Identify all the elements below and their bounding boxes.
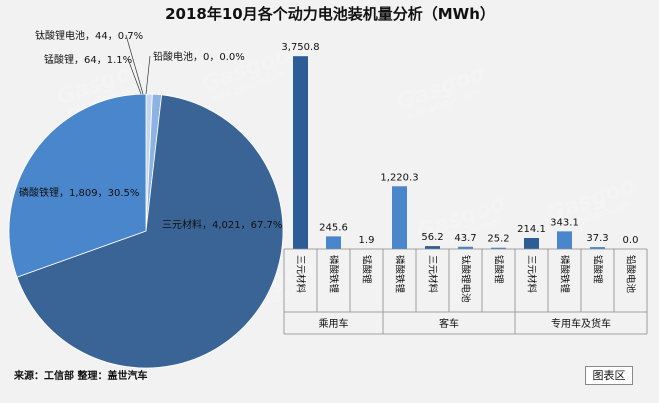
bar-value-label: 214.1: [517, 224, 546, 235]
bar-category-label: 铅酸电池: [625, 255, 637, 294]
bar-category-label: 锰酸锂: [493, 255, 505, 284]
bar-value-label: 37.3: [586, 233, 608, 244]
bar-category-label: 锰酸锂: [592, 255, 604, 284]
bar-value-label: 245.6: [319, 222, 348, 233]
bar-value-label: 43.7: [454, 233, 476, 244]
bar-value-label: 3,750.8: [281, 42, 319, 53]
bar-category-label: 磷酸铁锂: [394, 255, 406, 294]
pie-slice-label: 铅酸电池，0，0.0%: [153, 50, 245, 63]
pie-slice-label: 磷酸铁锂，1,809，30.5%: [19, 186, 139, 199]
bar-value-label: 1,220.3: [380, 172, 418, 183]
bar-category-label: 锰酸锂: [361, 255, 373, 284]
bar: [425, 246, 440, 249]
bar-category-label: 磷酸铁锂: [559, 255, 571, 294]
pie-leader-line: [127, 58, 142, 95]
bar-group-label: 客车: [439, 317, 459, 330]
chart-area-button[interactable]: 图表区: [585, 366, 633, 385]
bar-category-label: 钛酸锂电池: [460, 255, 472, 303]
bar-value-label: 1.9: [359, 235, 375, 246]
bar: [524, 237, 539, 249]
bar: [326, 236, 341, 249]
bar: [590, 247, 605, 249]
bar-category-label: 三元材料: [295, 255, 307, 294]
bar-value-label: 343.1: [550, 217, 579, 228]
bar-value-label: 56.2: [421, 232, 443, 243]
pie-leader-line: [145, 55, 151, 95]
pie-slice: [16, 94, 284, 369]
bar: [458, 246, 473, 249]
pie-leader-line: [125, 34, 144, 95]
bar-value-label: 25.2: [487, 234, 509, 245]
pie-slice: [8, 93, 147, 278]
bar: [293, 56, 308, 250]
bar-value-label: 0.0: [623, 235, 639, 246]
bar-chart: 3,750.8 三元材料 245.6 磷酸铁锂 1.9 锰酸锂 1,220.3 磷酸铁锂 56.…: [281, 42, 648, 335]
source-note: 来源：工信部 整理：盖世汽车: [13, 369, 147, 382]
bar-group-label: 专用车及货车: [551, 317, 611, 330]
bar: [557, 231, 572, 249]
bar: [392, 186, 407, 249]
bar-category-label: 磷酸铁锂: [328, 255, 340, 294]
chart-title: 2018年10月各个动力电池装机量分析（MWh）: [165, 5, 495, 23]
bar: [491, 247, 506, 249]
bar-category-label: 三元材料: [427, 255, 439, 294]
pie-slice-label: 锰酸锂，64，1.1%: [44, 53, 132, 66]
pie-chart: 三元材料，4,021，67.7% 磷酸铁锂，1,809，30.5% 锰酸锂，64，1…: [8, 29, 284, 369]
pie-slice-label: 钛酸锂电池，44，0.7%: [35, 29, 143, 42]
bar-category-label: 三元材料: [526, 255, 538, 294]
bar-group-label: 乘用车: [319, 317, 349, 330]
pie-slice-label: 三元材料，4,021，67.7%: [162, 218, 282, 231]
